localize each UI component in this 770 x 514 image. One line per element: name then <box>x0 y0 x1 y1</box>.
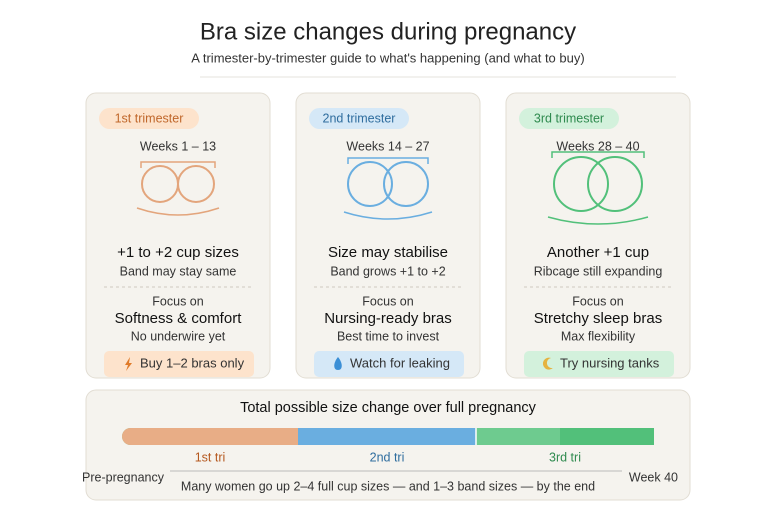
bar-segment-dark <box>560 428 654 445</box>
segment-label: 3rd tri <box>549 450 581 464</box>
change: +1 to +2 cup sizes <box>117 244 239 261</box>
bar-segment <box>298 428 476 445</box>
weeks: Weeks 28 – 40 <box>556 139 639 153</box>
focus: Softness & comfort <box>115 310 243 327</box>
card <box>85 92 271 379</box>
weeks: Weeks 1 – 13 <box>140 139 216 153</box>
change: Another +1 cup <box>547 244 649 261</box>
tip-box <box>524 351 674 377</box>
cup <box>553 156 609 212</box>
cup <box>587 156 643 212</box>
bar-segment-fill <box>132 428 298 445</box>
bracket <box>347 157 429 164</box>
bracket <box>551 151 645 158</box>
change: Size may stabilise <box>328 244 448 261</box>
trimester-label: 2nd trimester <box>323 111 396 125</box>
focus-note: No underwire yet <box>131 329 226 343</box>
underline-arc <box>343 211 433 220</box>
focus-note: Best time to invest <box>337 329 440 343</box>
trimester-pill <box>309 108 409 129</box>
tip: Try nursing tanks <box>560 355 660 370</box>
start-label: Pre-pregnancy <box>82 470 165 484</box>
tip-box <box>104 351 254 377</box>
end-label: Week 40 <box>629 470 678 484</box>
icon-bolt <box>125 357 132 371</box>
bracket <box>140 161 216 168</box>
tip-box <box>314 351 464 377</box>
cup <box>177 165 215 203</box>
segment-label: 2nd tri <box>370 450 405 464</box>
trimester-pill <box>519 108 619 129</box>
card <box>295 92 481 379</box>
title: Bra size changes during pregnancy <box>200 18 576 45</box>
weeks: Weeks 14 – 27 <box>346 139 429 153</box>
focus: Stretchy sleep bras <box>534 310 662 327</box>
trimester-label: 3rd trimester <box>534 111 604 125</box>
change-note: Band grows +1 to +2 <box>330 264 445 278</box>
focus-note: Max flexibility <box>561 329 636 343</box>
focus-label: Focus on <box>152 294 203 308</box>
focus-label: Focus on <box>362 294 413 308</box>
cup <box>383 161 429 207</box>
trimester-label: 1st trimester <box>115 111 184 125</box>
summary-note: Many women go up 2–4 full cup sizes — an… <box>181 479 595 493</box>
change-note: Band may stay same <box>120 264 237 278</box>
cup <box>347 161 393 207</box>
focus: Nursing-ready bras <box>324 310 452 327</box>
underline-arc <box>547 216 649 225</box>
tip: Buy 1–2 bras only <box>140 355 245 370</box>
subtitle: A trimester-by-trimester guide to what's… <box>191 50 584 65</box>
underline-arc <box>136 207 220 216</box>
segment-label: 1st tri <box>195 450 226 464</box>
icon-moon <box>542 357 553 370</box>
card <box>505 92 691 379</box>
trimester-pill <box>99 108 199 129</box>
summary-title: Total possible size change over full pre… <box>240 400 537 416</box>
icon-drop <box>334 357 342 370</box>
tip: Watch for leaking <box>350 355 450 370</box>
change-note: Ribcage still expanding <box>534 264 663 278</box>
focus-label: Focus on <box>572 294 623 308</box>
